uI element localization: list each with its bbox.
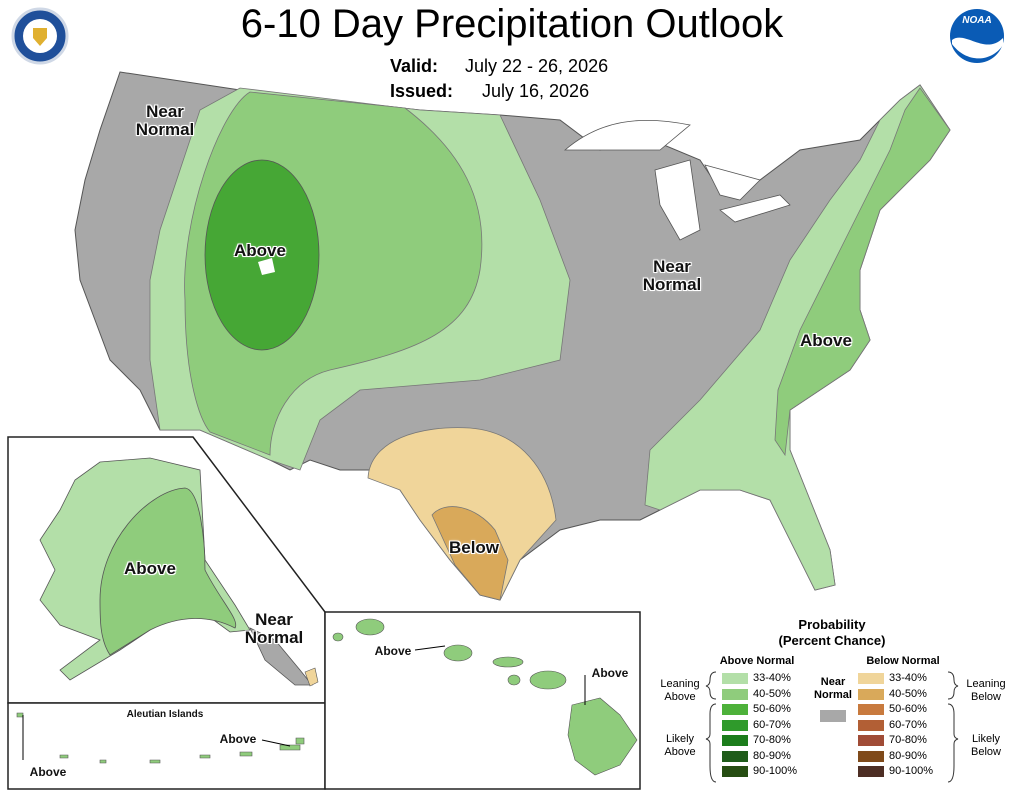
issued-label: Issued: [390, 81, 454, 101]
map-label: Above [234, 241, 286, 260]
legend-swatch [722, 735, 748, 746]
legend-range: 90-100% [889, 765, 934, 777]
legend-swatch [722, 673, 748, 684]
map-label: Above [29, 765, 67, 779]
map-label: Above [124, 559, 176, 578]
legend-swatch [858, 766, 884, 777]
legend-heading: Below Normal [866, 655, 940, 667]
legend-group: Likely Below [971, 733, 1001, 758]
above-40-50-east [774, 87, 951, 457]
hawaii-islands [332, 618, 638, 776]
alaska-se-below [304, 667, 319, 687]
below-40-50 [431, 506, 509, 601]
leader-line [261, 739, 291, 747]
legend-range: 80-90% [889, 749, 927, 762]
legend-swatch [858, 735, 884, 746]
legend-swatch [820, 710, 846, 722]
legend-swatch [722, 688, 748, 700]
legend-swatch [858, 673, 884, 684]
legend-title: Probability [798, 617, 866, 632]
legend-swatch [722, 704, 748, 715]
legend-swatch [858, 704, 884, 715]
legend-brackets [705, 671, 959, 783]
map-label: Below [448, 538, 500, 557]
legend-range: 50-60% [889, 703, 927, 715]
legend-title: (Percent Chance) [778, 633, 886, 648]
alaska-above-40-50 [99, 487, 237, 656]
map-label: Above [374, 644, 412, 658]
map-label: Near Normal [244, 610, 304, 647]
legend-range: 80-90% [753, 749, 791, 762]
map-label: Above [219, 732, 257, 746]
legend-range: 40-50% [889, 687, 927, 700]
aleutian-title: Aleutian Islands [126, 709, 204, 720]
noaa-logo-text: NOAA [962, 15, 991, 26]
salt-lake [258, 258, 275, 275]
legend-swatch [858, 750, 884, 762]
map-label: Above [800, 331, 852, 350]
noaa-logo-wave [952, 37, 1003, 59]
legend-range: 70-80% [753, 734, 791, 746]
legend-group: Leaning Above [660, 678, 700, 703]
leader-line [414, 645, 446, 651]
legend-range: 33-40% [753, 672, 791, 684]
seal-shield [33, 28, 47, 46]
map-label: Above [591, 666, 629, 680]
issued-date: July 16, 2026 [482, 81, 590, 101]
above-50-60-west [204, 159, 320, 351]
legend-heading: Above Normal [719, 655, 795, 667]
legend-swatch [722, 766, 748, 777]
legend-range: 70-80% [889, 734, 927, 746]
legend-range: 50-60% [753, 703, 791, 715]
legend-swatch [722, 750, 748, 762]
map-label: Near Normal [135, 102, 195, 139]
legend-group: Leaning Below [966, 678, 1006, 703]
legend-range: 60-70% [889, 718, 927, 731]
legend-swatch [722, 719, 748, 731]
valid-dates: July 22 - 26, 2026 [465, 56, 609, 76]
legend-range: 90-100% [753, 765, 798, 777]
map-label: Near Normal [642, 257, 702, 294]
great-lakes [563, 119, 791, 241]
legend-range: 40-50% [753, 687, 791, 700]
legend-group: Likely Above [664, 733, 696, 758]
legend-swatch [858, 719, 884, 731]
legend-near-label: Near Normal [814, 676, 852, 701]
valid-label: Valid: [390, 56, 439, 76]
title: 6-10 Day Precipitation Outlook [240, 2, 784, 46]
legend-swatch [858, 688, 884, 700]
legend-range: 60-70% [753, 718, 791, 731]
legend-range: 33-40% [889, 672, 927, 684]
